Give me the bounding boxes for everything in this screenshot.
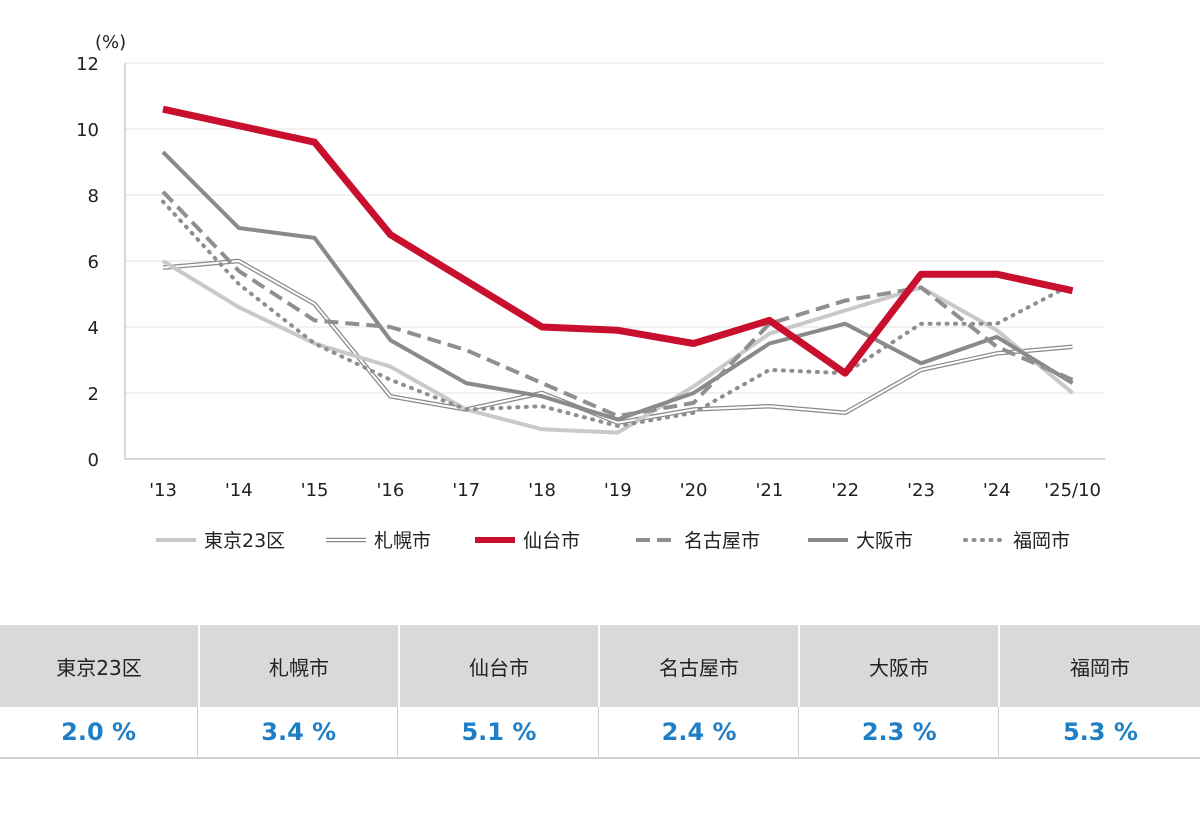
legend-label: 仙台市 <box>523 530 580 552</box>
header-cell-sapporo: 札幌市 <box>200 625 398 707</box>
table-bottom-rule <box>0 757 1200 759</box>
x-tick-label: '20 <box>680 480 708 501</box>
y-tick-label: 2 <box>88 384 99 405</box>
line-chart: 0 2 4 6 8 10 12(%) '13 '14 '15 '16 '17 '18 '19 '20 '21 '… <box>76 32 1105 552</box>
series-line-1-outer <box>162 258 1073 425</box>
legend-label: 東京23区 <box>204 530 285 552</box>
series-line-1-inner <box>162 260 1073 424</box>
x-tick-label: '19 <box>604 480 632 501</box>
header-cell-sendai: 仙台市 <box>400 625 598 707</box>
header-cell-fukuoka: 福岡市 <box>1000 625 1200 707</box>
legend-label: 大阪市 <box>856 530 913 552</box>
y-tick-label: 0 <box>88 450 99 471</box>
value-cell-sapporo: 3.4 % <box>200 707 399 757</box>
summary-table: 東京23区 札幌市 仙台市 名古屋市 大阪市 福岡市 2.0 % 3.4 % 5… <box>0 625 1200 759</box>
value-cell-sendai: 5.1 % <box>400 707 599 757</box>
y-tick-label: 4 <box>88 318 99 339</box>
x-tick-label: '14 <box>225 480 253 501</box>
header-cell-osaka: 大阪市 <box>800 625 998 707</box>
x-tick-label: '21 <box>755 480 783 501</box>
x-tick-label: '13 <box>149 480 177 501</box>
y-tick-label: 6 <box>88 252 99 273</box>
header-cell-tokyo: 東京23区 <box>0 625 198 707</box>
legend-label: 福岡市 <box>1013 530 1070 552</box>
x-tick-label: '16 <box>376 480 404 501</box>
series-line-5 <box>161 199 1075 428</box>
y-tick-label: 12 <box>76 54 99 75</box>
value-cell-nagoya: 2.4 % <box>601 707 799 757</box>
series-line-2 <box>162 105 1074 377</box>
series-line-3 <box>161 190 1074 419</box>
value-cell-fukuoka: 5.3 % <box>1062 718 1138 746</box>
value-cell-osaka: 2.3 % <box>801 707 999 757</box>
x-tick-label: '17 <box>452 480 480 501</box>
table-value-row: 2.0 % 3.4 % 5.1 % 2.4 % 2.3 % 5.3 % <box>0 707 1200 757</box>
x-tick-label: '18 <box>528 480 556 501</box>
y-tick-label: 10 <box>76 120 99 141</box>
y-axis-unit-label: (%) <box>95 32 126 53</box>
value-cell-tokyo: 2.0 % <box>0 707 199 757</box>
header-cell-nagoya: 名古屋市 <box>600 625 798 707</box>
x-tick-label: '24 <box>983 480 1011 501</box>
series-line-0 <box>161 259 1074 435</box>
series-line-4 <box>161 150 1074 422</box>
x-tick-label: '15 <box>301 480 329 501</box>
x-tick-label: '23 <box>907 480 935 501</box>
x-tick-label: '25/10 <box>1044 480 1101 501</box>
legend-label: 札幌市 <box>374 530 431 552</box>
y-tick-label: 8 <box>88 186 99 207</box>
legend-label: 名古屋市 <box>684 530 760 552</box>
x-tick-label: '22 <box>831 480 859 501</box>
table-header-row: 東京23区 札幌市 仙台市 名古屋市 大阪市 福岡市 <box>0 625 1200 707</box>
